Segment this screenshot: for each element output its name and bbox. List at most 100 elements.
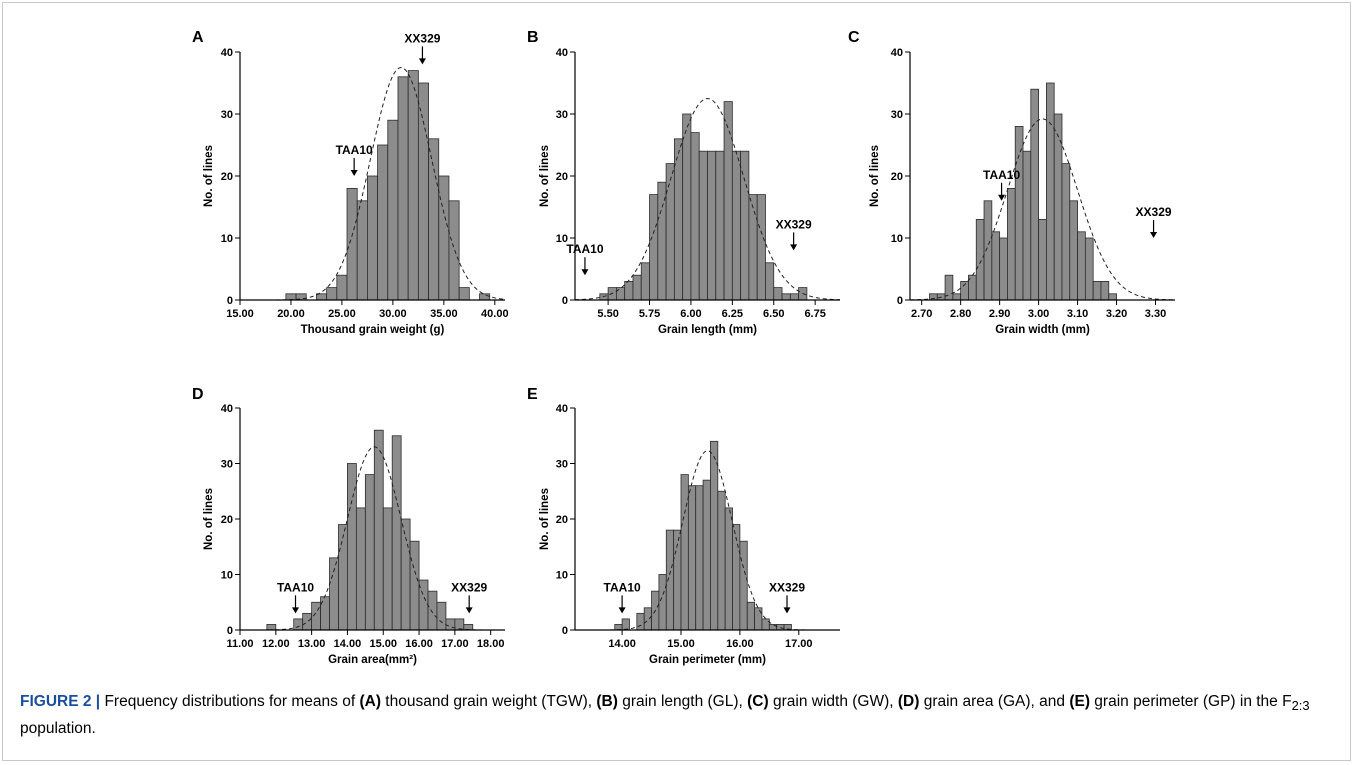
chart-c-bar bbox=[1061, 163, 1071, 301]
chart-e-bar bbox=[687, 485, 697, 631]
chart-c-y-axis-label: No. of lines bbox=[869, 145, 881, 207]
chart-a-bar bbox=[326, 287, 338, 301]
chart-d-bar bbox=[364, 474, 375, 631]
chart-c-bar bbox=[1077, 231, 1086, 301]
chart-b-x-tick-label: 5.75 bbox=[639, 308, 660, 320]
chart-c-marker-arrowhead bbox=[998, 194, 1006, 201]
chart-b-x-tick-label: 6.25 bbox=[722, 308, 743, 320]
caption-text-2: thousand grain weight (TGW), bbox=[381, 693, 597, 710]
chart-b-y-tick-label: 40 bbox=[556, 47, 568, 59]
chart-e-x-tick-label: 17.00 bbox=[785, 638, 813, 650]
chart-d-x-tick-label: 17.00 bbox=[441, 638, 469, 650]
chart-a-y-tick-label: 40 bbox=[221, 47, 233, 59]
chart-c-y-tick-label: 10 bbox=[891, 233, 903, 245]
chart-b-bar bbox=[624, 280, 634, 301]
chart-a-y-tick-label: 20 bbox=[221, 171, 233, 183]
chart-a-bar bbox=[387, 119, 399, 301]
chart-e-bar bbox=[710, 440, 719, 631]
chart-e-bar bbox=[746, 601, 756, 631]
chart-b-bar bbox=[665, 163, 675, 301]
chart-e-bar bbox=[768, 624, 778, 631]
chart-c-bar bbox=[1108, 293, 1117, 301]
chart-e-bar bbox=[643, 607, 652, 631]
chart-b-bar bbox=[690, 132, 700, 301]
chart-a-marker-label: XX329 bbox=[404, 31, 440, 45]
chart-b-bar bbox=[673, 138, 684, 301]
chart-c-x-tick-label: 2.90 bbox=[989, 308, 1010, 320]
chart-c-x-tick-label: 3.00 bbox=[1028, 308, 1049, 320]
chart-b-x-tick-label: 6.00 bbox=[680, 308, 701, 320]
chart-a-bar bbox=[397, 76, 409, 301]
figure-caption: FIGURE 2 | Frequency distributions for m… bbox=[20, 690, 1330, 740]
chart-e-bar bbox=[724, 507, 733, 631]
chart-a-x-tick-label: 20.00 bbox=[277, 308, 305, 320]
caption-text-4: grain width (GW), bbox=[768, 693, 898, 710]
chart-c-bar bbox=[975, 218, 985, 301]
chart-b-marker-arrowhead bbox=[790, 244, 798, 251]
chart-c-bar bbox=[991, 231, 1001, 301]
chart-e-bar bbox=[680, 474, 689, 631]
chart-c-bar bbox=[1014, 126, 1024, 301]
chart-a-marker-arrowhead bbox=[350, 170, 358, 176]
chart-d-x-tick-label: 15.00 bbox=[369, 638, 397, 650]
chart-b-bar bbox=[773, 287, 783, 301]
chart-d-marker-arrowhead bbox=[465, 607, 473, 614]
chart-b-bar bbox=[640, 262, 650, 301]
chart-d-marker-label: TAA10 bbox=[277, 580, 314, 594]
chart-e-y-tick-label: 0 bbox=[562, 625, 568, 637]
chart-a-bar bbox=[285, 293, 297, 301]
chart-a-y-tick-label: 0 bbox=[227, 295, 233, 307]
chart-b-bar bbox=[740, 150, 750, 301]
chart-b-bar bbox=[723, 101, 733, 301]
chart-b-bar bbox=[632, 274, 642, 301]
chart-c-y-tick-label: 30 bbox=[891, 109, 903, 121]
chart-b-x-tick-label: 6.50 bbox=[763, 308, 784, 320]
chart-b-bar bbox=[781, 293, 791, 301]
figure-charts: A 0 10 20 30 40 15.00 20.00 25.00 30.00 35.00 40.00… bbox=[192, 29, 1176, 666]
chart-e-x-tick-label: 15.00 bbox=[667, 638, 695, 650]
caption-text-5: grain area (GA), and bbox=[919, 693, 1070, 710]
chart-d-panel-letter: D bbox=[192, 386, 204, 403]
chart-a-y-tick-label: 30 bbox=[221, 109, 233, 121]
chart-b-bar bbox=[731, 150, 742, 301]
chart-d-bar bbox=[400, 518, 411, 631]
chart-d-bar bbox=[436, 601, 447, 631]
chart-b-bar bbox=[765, 262, 775, 301]
chart-e-x-axis-label: Grain perimeter (mm) bbox=[649, 654, 766, 666]
chart-a-bar bbox=[377, 144, 389, 301]
chart-a-x-tick-label: 25.00 bbox=[328, 308, 356, 320]
chart-c-marker-label: XX329 bbox=[1136, 205, 1172, 219]
caption-text-1: Frequency distributions for means of bbox=[100, 693, 360, 710]
chart-d-y-tick-label: 10 bbox=[221, 570, 233, 582]
chart-c-x-tick-label: 3.30 bbox=[1145, 308, 1166, 320]
chart-b-y-tick-label: 30 bbox=[556, 109, 568, 121]
chart-e-y-axis-label: No. of lines bbox=[539, 488, 551, 550]
chart-b-panel-letter: B bbox=[527, 29, 539, 46]
chart-c-bar bbox=[1045, 82, 1055, 301]
chart-c-y-tick-label: 40 bbox=[891, 47, 903, 59]
chart-a-bar bbox=[479, 293, 491, 301]
chart-e-bar bbox=[658, 574, 667, 631]
caption-panel-c: (C) bbox=[747, 693, 769, 710]
chart-b-x-tick-label: 5.50 bbox=[597, 308, 618, 320]
caption-panel-d: (D) bbox=[897, 693, 920, 710]
chart-a-bar bbox=[336, 274, 348, 301]
chart-d-bar bbox=[445, 618, 456, 631]
caption-text-3: grain length (GL), bbox=[617, 693, 748, 710]
chart-e-x-tick-label: 16.00 bbox=[726, 638, 754, 650]
chart-a-x-tick-label: 40.00 bbox=[481, 308, 509, 320]
chart-c-x-axis-label: Grain width (mm) bbox=[995, 324, 1090, 336]
chart-a-bar bbox=[346, 187, 358, 301]
chart-b-bar bbox=[698, 150, 708, 301]
chart-d-x-tick-label: 16.00 bbox=[405, 638, 433, 650]
chart-c-y-tick-label: 20 bbox=[891, 171, 903, 183]
chart-e-bar bbox=[665, 529, 675, 631]
chart-c-normal-curve bbox=[909, 118, 1176, 301]
chart-d-bar bbox=[311, 601, 321, 631]
chart-d-x-tick-label: 14.00 bbox=[334, 638, 362, 650]
chart-e-y-tick-label: 20 bbox=[556, 514, 568, 526]
chart-e-bar bbox=[695, 485, 704, 631]
chart-b-bar bbox=[616, 287, 626, 301]
chart-d-y-tick-label: 30 bbox=[221, 459, 233, 471]
